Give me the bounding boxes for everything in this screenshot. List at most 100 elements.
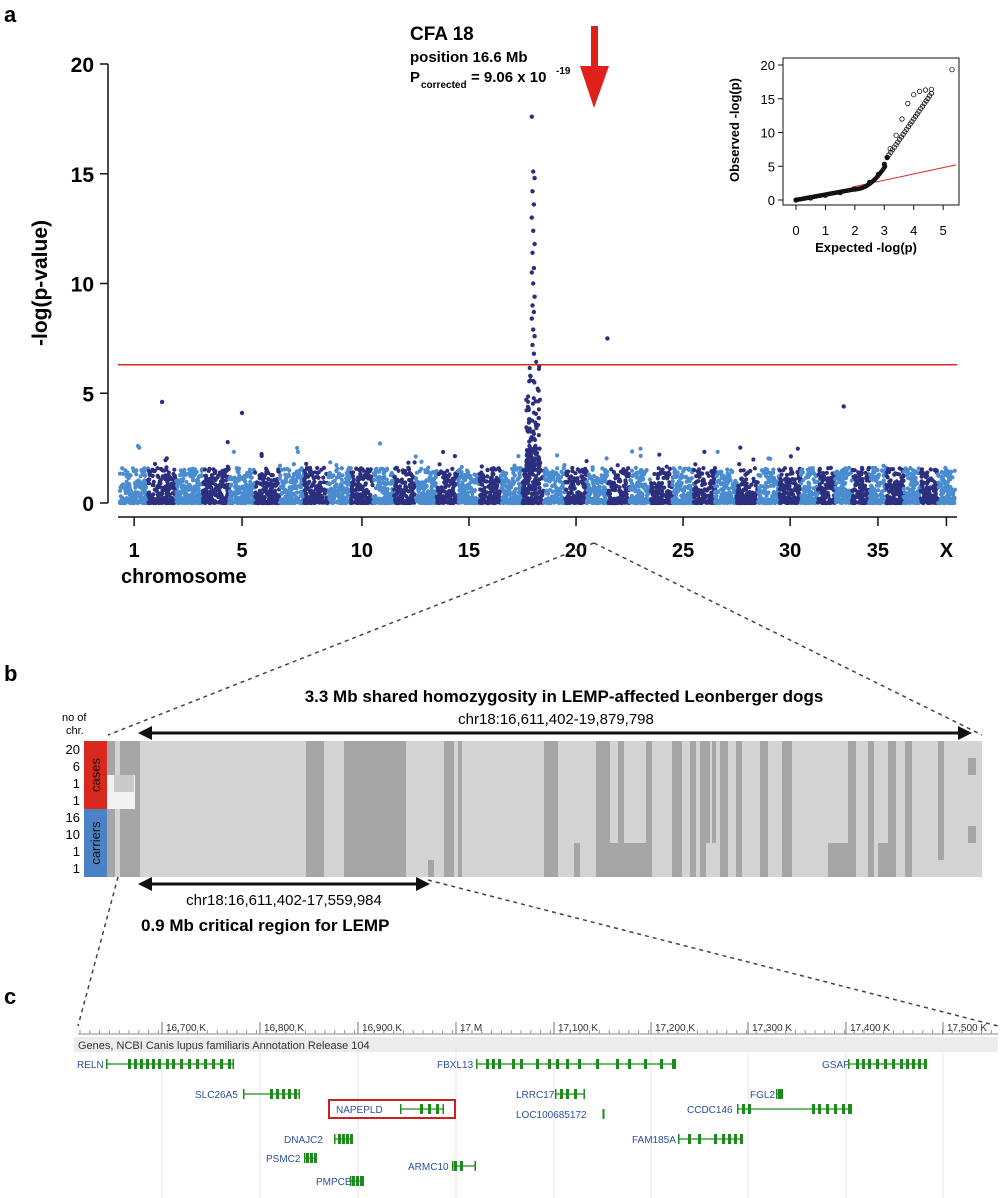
- chromosome-points: [777, 446, 803, 506]
- snp-point: [319, 467, 324, 472]
- snp-point: [310, 482, 315, 487]
- snp-point: [138, 491, 143, 496]
- snp-point: [851, 474, 856, 479]
- snp-point: [660, 500, 665, 506]
- snp-point: [350, 480, 355, 485]
- snp-point: [533, 477, 538, 482]
- snp-point: [387, 500, 392, 505]
- y-tick-label: 5: [82, 383, 94, 406]
- snp-point: [225, 440, 230, 445]
- snp-point: [799, 468, 804, 473]
- snp-point: [335, 466, 340, 471]
- snp-point: [254, 484, 259, 489]
- snp-point: [321, 480, 326, 485]
- snp-point: [157, 496, 162, 502]
- snp-point: [527, 475, 532, 481]
- snp-point: [624, 469, 629, 474]
- snp-point: [550, 495, 555, 500]
- snp-point: [479, 482, 484, 487]
- snp-point: [321, 475, 326, 480]
- snp-point: [502, 473, 507, 478]
- snp-point: [273, 483, 278, 488]
- snp-point: [747, 485, 752, 490]
- snp-point: [217, 499, 222, 504]
- snp-point: [374, 499, 379, 504]
- snp-point: [784, 500, 789, 505]
- snp-point: [433, 481, 438, 486]
- snp-point: [354, 466, 359, 471]
- snp-point: [493, 497, 498, 502]
- snp-point: [247, 491, 253, 496]
- snp-point: [273, 491, 278, 496]
- snp-point: [481, 489, 486, 494]
- snp-point: [120, 471, 126, 476]
- snp-point: [662, 471, 667, 476]
- snp-point: [564, 487, 569, 492]
- snp-point: [644, 493, 650, 498]
- snp-point: [761, 497, 767, 502]
- snp-point: [615, 463, 620, 468]
- snp-point: [771, 490, 776, 495]
- snp-point: [283, 472, 288, 477]
- snp-point: [303, 471, 308, 476]
- snp-point: [744, 471, 749, 476]
- snp-point: [192, 471, 198, 477]
- snp-point: [142, 485, 147, 490]
- snp-point: [670, 475, 675, 480]
- chromosome-points: [456, 464, 482, 506]
- snp-point: [507, 492, 512, 497]
- snp-point: [809, 467, 814, 472]
- snp-point: [774, 499, 779, 504]
- snp-point: [537, 489, 543, 494]
- snp-point: [431, 470, 436, 475]
- snp-point: [419, 459, 424, 464]
- snp-point: [529, 484, 534, 489]
- snp-point: [121, 499, 126, 504]
- snp-point: [879, 468, 885, 473]
- snp-point: [430, 499, 435, 504]
- snp-point: [381, 480, 386, 485]
- snp-point: [275, 496, 280, 501]
- snp-point: [423, 470, 428, 475]
- snp-point: [713, 490, 718, 495]
- snp-point: [178, 468, 183, 473]
- snp-point: [819, 485, 825, 490]
- snp-point: [468, 485, 474, 490]
- snp-point: [808, 500, 813, 505]
- snp-point: [537, 477, 542, 482]
- snp-point: [485, 474, 490, 479]
- y-tick-label: 15: [71, 164, 95, 187]
- snp-point: [618, 479, 623, 484]
- snp-point: [407, 477, 412, 483]
- snp-point: [334, 482, 339, 487]
- snp-point: [284, 476, 289, 481]
- snp-point: [671, 466, 676, 471]
- snp-point: [543, 466, 548, 471]
- snp-point: [695, 491, 700, 497]
- snp-point: [599, 473, 604, 478]
- snp-point: [124, 479, 129, 484]
- snp-point: [150, 467, 155, 472]
- snp-point: [354, 499, 359, 504]
- snp-point: [756, 473, 761, 478]
- snp-point: [129, 494, 134, 499]
- chromosome-points: [146, 456, 178, 506]
- snp-point: [117, 488, 123, 493]
- snp-point: [420, 500, 425, 506]
- chromosome-points: [867, 463, 889, 506]
- snp-point: [527, 499, 533, 504]
- snp-point: [201, 495, 206, 501]
- snp-point: [633, 465, 639, 470]
- snp-point: [834, 486, 839, 491]
- snp-point: [638, 453, 643, 458]
- snp-point: [726, 486, 731, 491]
- snp-point: [175, 484, 180, 489]
- snp-point: [378, 480, 383, 485]
- snp-point: [349, 500, 354, 505]
- snp-point: [537, 485, 542, 490]
- snp-point: [193, 487, 198, 492]
- snp-point: [629, 468, 635, 473]
- snp-point: [741, 496, 746, 501]
- snp-point: [179, 489, 184, 495]
- snp-point: [266, 476, 271, 482]
